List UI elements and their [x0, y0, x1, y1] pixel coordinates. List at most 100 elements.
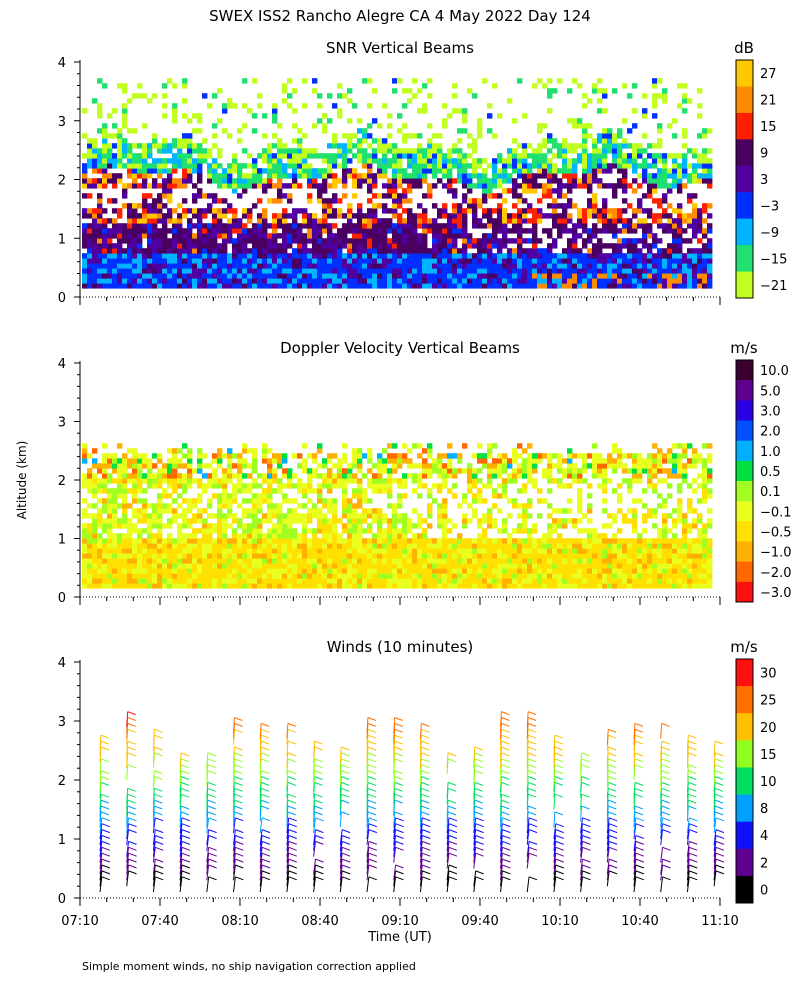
snr-cell: [602, 88, 608, 94]
snr-cell: [482, 233, 488, 239]
snr-cell: [652, 273, 658, 279]
doppler-cell: [362, 558, 368, 564]
snr-cell: [692, 148, 698, 154]
snr-cell: [232, 268, 238, 274]
snr-cell: [337, 108, 343, 114]
snr-cell: [117, 253, 123, 259]
doppler-cell: [437, 578, 443, 584]
snr-cell: [347, 138, 353, 144]
snr-cell: [337, 253, 343, 259]
doppler-cell: [137, 453, 143, 459]
doppler-cell: [357, 478, 363, 484]
snr-cell: [212, 193, 218, 199]
doppler-cell: [127, 538, 133, 544]
doppler-cell: [342, 498, 348, 504]
snr-cell: [607, 148, 613, 154]
snr-cell: [502, 173, 508, 179]
doppler-cell: [427, 488, 433, 494]
snr-cell: [577, 83, 583, 89]
snr-cell: [152, 278, 158, 284]
doppler-cell: [352, 493, 358, 499]
snr-cell: [337, 268, 343, 274]
snr-cell: [112, 263, 118, 269]
doppler-cell: [257, 548, 263, 554]
doppler-cell: [132, 558, 138, 564]
snr-cell: [487, 283, 493, 289]
snr-cell: [672, 208, 678, 214]
snr-cell: [177, 218, 183, 224]
snr-cell: [267, 243, 273, 249]
doppler-cell: [247, 568, 253, 574]
snr-cell: [257, 238, 263, 244]
doppler-cell: [132, 543, 138, 549]
doppler-cell: [447, 573, 453, 579]
snr-cell: [342, 173, 348, 179]
doppler-cell: [217, 563, 223, 569]
doppler-cell: [112, 503, 118, 509]
snr-cell: [127, 183, 133, 189]
snr-cell: [422, 283, 428, 289]
snr-cell: [162, 223, 168, 229]
doppler-cell: [247, 548, 253, 554]
doppler-cell: [412, 578, 418, 584]
snr-cell: [297, 263, 303, 269]
snr-cell: [82, 108, 88, 114]
snr-cell: [187, 258, 193, 264]
snr-cell: [667, 203, 673, 209]
snr-cell: [252, 243, 258, 249]
snr-cell: [167, 238, 173, 244]
snr-cell: [307, 263, 313, 269]
doppler-cell: [327, 538, 333, 544]
snr-cell: [457, 283, 463, 289]
snr-cell: [522, 253, 528, 259]
doppler-cell: [277, 558, 283, 564]
doppler-cell: [242, 543, 248, 549]
snr-cell: [402, 198, 408, 204]
snr-cell: [462, 193, 468, 199]
doppler-cell: [342, 563, 348, 569]
snr-cell: [477, 218, 483, 224]
snr-cell: [127, 278, 133, 284]
snr-cell: [167, 278, 173, 284]
snr-cell: [657, 218, 663, 224]
snr-cell: [262, 168, 268, 174]
snr-cell: [672, 248, 678, 254]
snr-cell: [557, 228, 563, 234]
snr-cell: [642, 168, 648, 174]
doppler-cell: [467, 578, 473, 584]
doppler-cell: [412, 523, 418, 529]
snr-cell: [242, 178, 248, 184]
snr-cell: [122, 113, 128, 119]
doppler-cell: [137, 563, 143, 569]
snr-cell: [592, 168, 598, 174]
snr-cell: [577, 153, 583, 159]
doppler-cell: [327, 563, 333, 569]
snr-cell: [707, 238, 713, 244]
doppler-cell: [207, 563, 213, 569]
doppler-cell: [497, 453, 503, 459]
doppler-cell: [387, 473, 393, 479]
doppler-cell: [112, 518, 118, 524]
snr-cell: [332, 138, 338, 144]
snr-cell: [82, 133, 88, 139]
doppler-cell: [362, 583, 368, 589]
snr-cell: [602, 138, 608, 144]
doppler-cell: [292, 573, 298, 579]
snr-cell: [682, 253, 688, 259]
doppler-cell: [322, 498, 328, 504]
snr-cell: [117, 143, 123, 149]
doppler-cell: [107, 578, 113, 584]
snr-cell: [667, 173, 673, 179]
doppler-cell: [382, 528, 388, 534]
doppler-cell: [162, 553, 168, 559]
snr-cell: [152, 268, 158, 274]
doppler-cell: [82, 443, 88, 449]
doppler-cell: [172, 458, 178, 464]
doppler-cell: [332, 548, 338, 554]
snr-cell: [492, 158, 498, 164]
snr-cell: [667, 228, 673, 234]
doppler-cell: [217, 503, 223, 509]
snr-cell: [382, 263, 388, 269]
snr-cell: [652, 188, 658, 194]
snr-cell: [122, 108, 128, 114]
